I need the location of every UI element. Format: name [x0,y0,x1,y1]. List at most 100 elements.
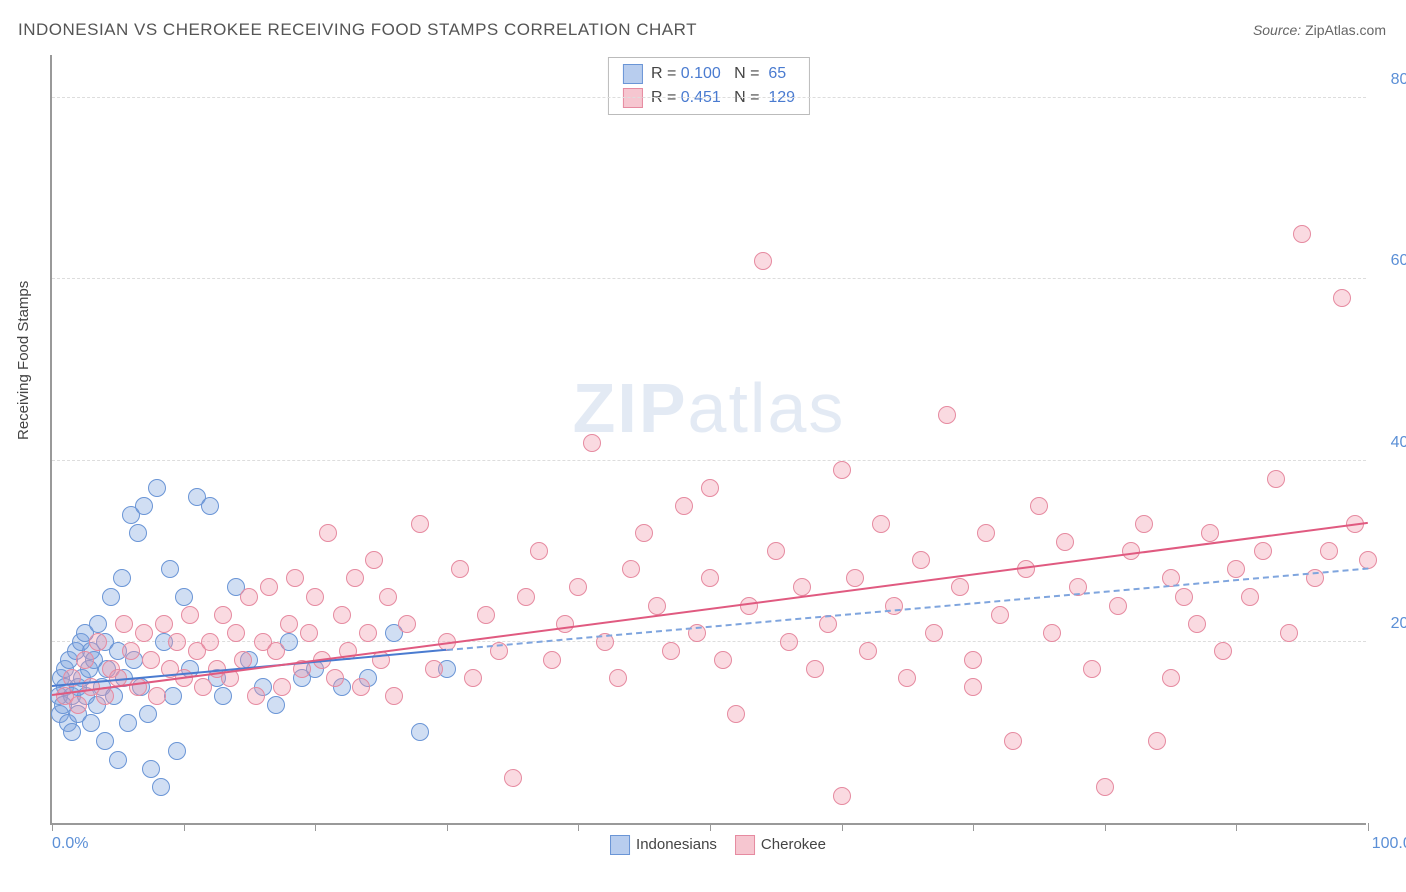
data-point [543,651,561,669]
x-tick [710,823,711,831]
data-point [365,551,383,569]
data-point [556,615,574,633]
y-tick-label: 60.0% [1376,252,1406,270]
data-point [352,678,370,696]
data-point [964,651,982,669]
data-point [175,588,193,606]
data-point [201,633,219,651]
data-point [846,569,864,587]
data-point [754,252,772,270]
data-point [622,560,640,578]
data-point [260,578,278,596]
data-point [135,497,153,515]
data-point [1148,732,1166,750]
data-point [701,479,719,497]
data-point [148,479,166,497]
data-point [1083,660,1101,678]
trend-line [447,567,1368,651]
data-point [912,551,930,569]
data-point [648,597,666,615]
data-point [142,651,160,669]
data-point [89,615,107,633]
gridline [52,460,1366,461]
data-point [872,515,890,533]
data-point [1175,588,1193,606]
data-point [833,787,851,805]
data-point [194,678,212,696]
data-point [569,578,587,596]
x-tick [1105,823,1106,831]
data-point [89,633,107,651]
source-label: Source: [1253,22,1301,38]
data-point [135,624,153,642]
data-point [129,524,147,542]
data-point [1280,624,1298,642]
data-point [1056,533,1074,551]
data-point [1254,542,1272,560]
data-point [214,606,232,624]
data-point [806,660,824,678]
data-point [227,624,245,642]
data-point [76,651,94,669]
data-point [1241,588,1259,606]
data-point [300,624,318,642]
data-point [411,723,429,741]
data-point [267,642,285,660]
data-point [115,615,133,633]
legend-label: Indonesians [636,836,717,853]
data-point [1201,524,1219,542]
data-point [155,615,173,633]
source-credit: Source: ZipAtlas.com [1253,22,1386,38]
data-point [319,524,337,542]
data-point [411,515,429,533]
data-point [1162,669,1180,687]
data-point [1109,597,1127,615]
data-point [675,497,693,515]
data-point [991,606,1009,624]
data-point [477,606,495,624]
chart-title: INDONESIAN VS CHEROKEE RECEIVING FOOD ST… [18,20,697,40]
data-point [977,524,995,542]
legend-swatch [610,835,630,855]
data-point [168,633,186,651]
data-point [333,606,351,624]
data-point [102,588,120,606]
data-point [161,560,179,578]
data-point [1214,642,1232,660]
data-point [1267,470,1285,488]
data-point [727,705,745,723]
data-point [1043,624,1061,642]
data-point [635,524,653,542]
data-point [1004,732,1022,750]
data-point [583,434,601,452]
data-point [346,569,364,587]
x-tick [52,823,53,831]
data-point [833,461,851,479]
gridline [52,641,1366,642]
y-tick-label: 20.0% [1376,615,1406,633]
data-point [530,542,548,560]
data-point [451,560,469,578]
x-tick [1236,823,1237,831]
gridline [52,97,1366,98]
x-tick [973,823,974,831]
x-tick [184,823,185,831]
data-point [1227,560,1245,578]
data-point [1293,225,1311,243]
legend-swatch [735,835,755,855]
watermark-rest: atlas [688,369,846,447]
data-point [1096,778,1114,796]
watermark: ZIPatlas [573,368,846,448]
data-point [359,624,377,642]
data-point [214,687,232,705]
data-point [152,778,170,796]
data-point [859,642,877,660]
data-point [925,624,943,642]
data-point [267,696,285,714]
data-point [938,406,956,424]
x-tick [447,823,448,831]
source-name: ZipAtlas.com [1305,22,1386,38]
data-point [139,705,157,723]
data-point [69,696,87,714]
data-point [109,751,127,769]
